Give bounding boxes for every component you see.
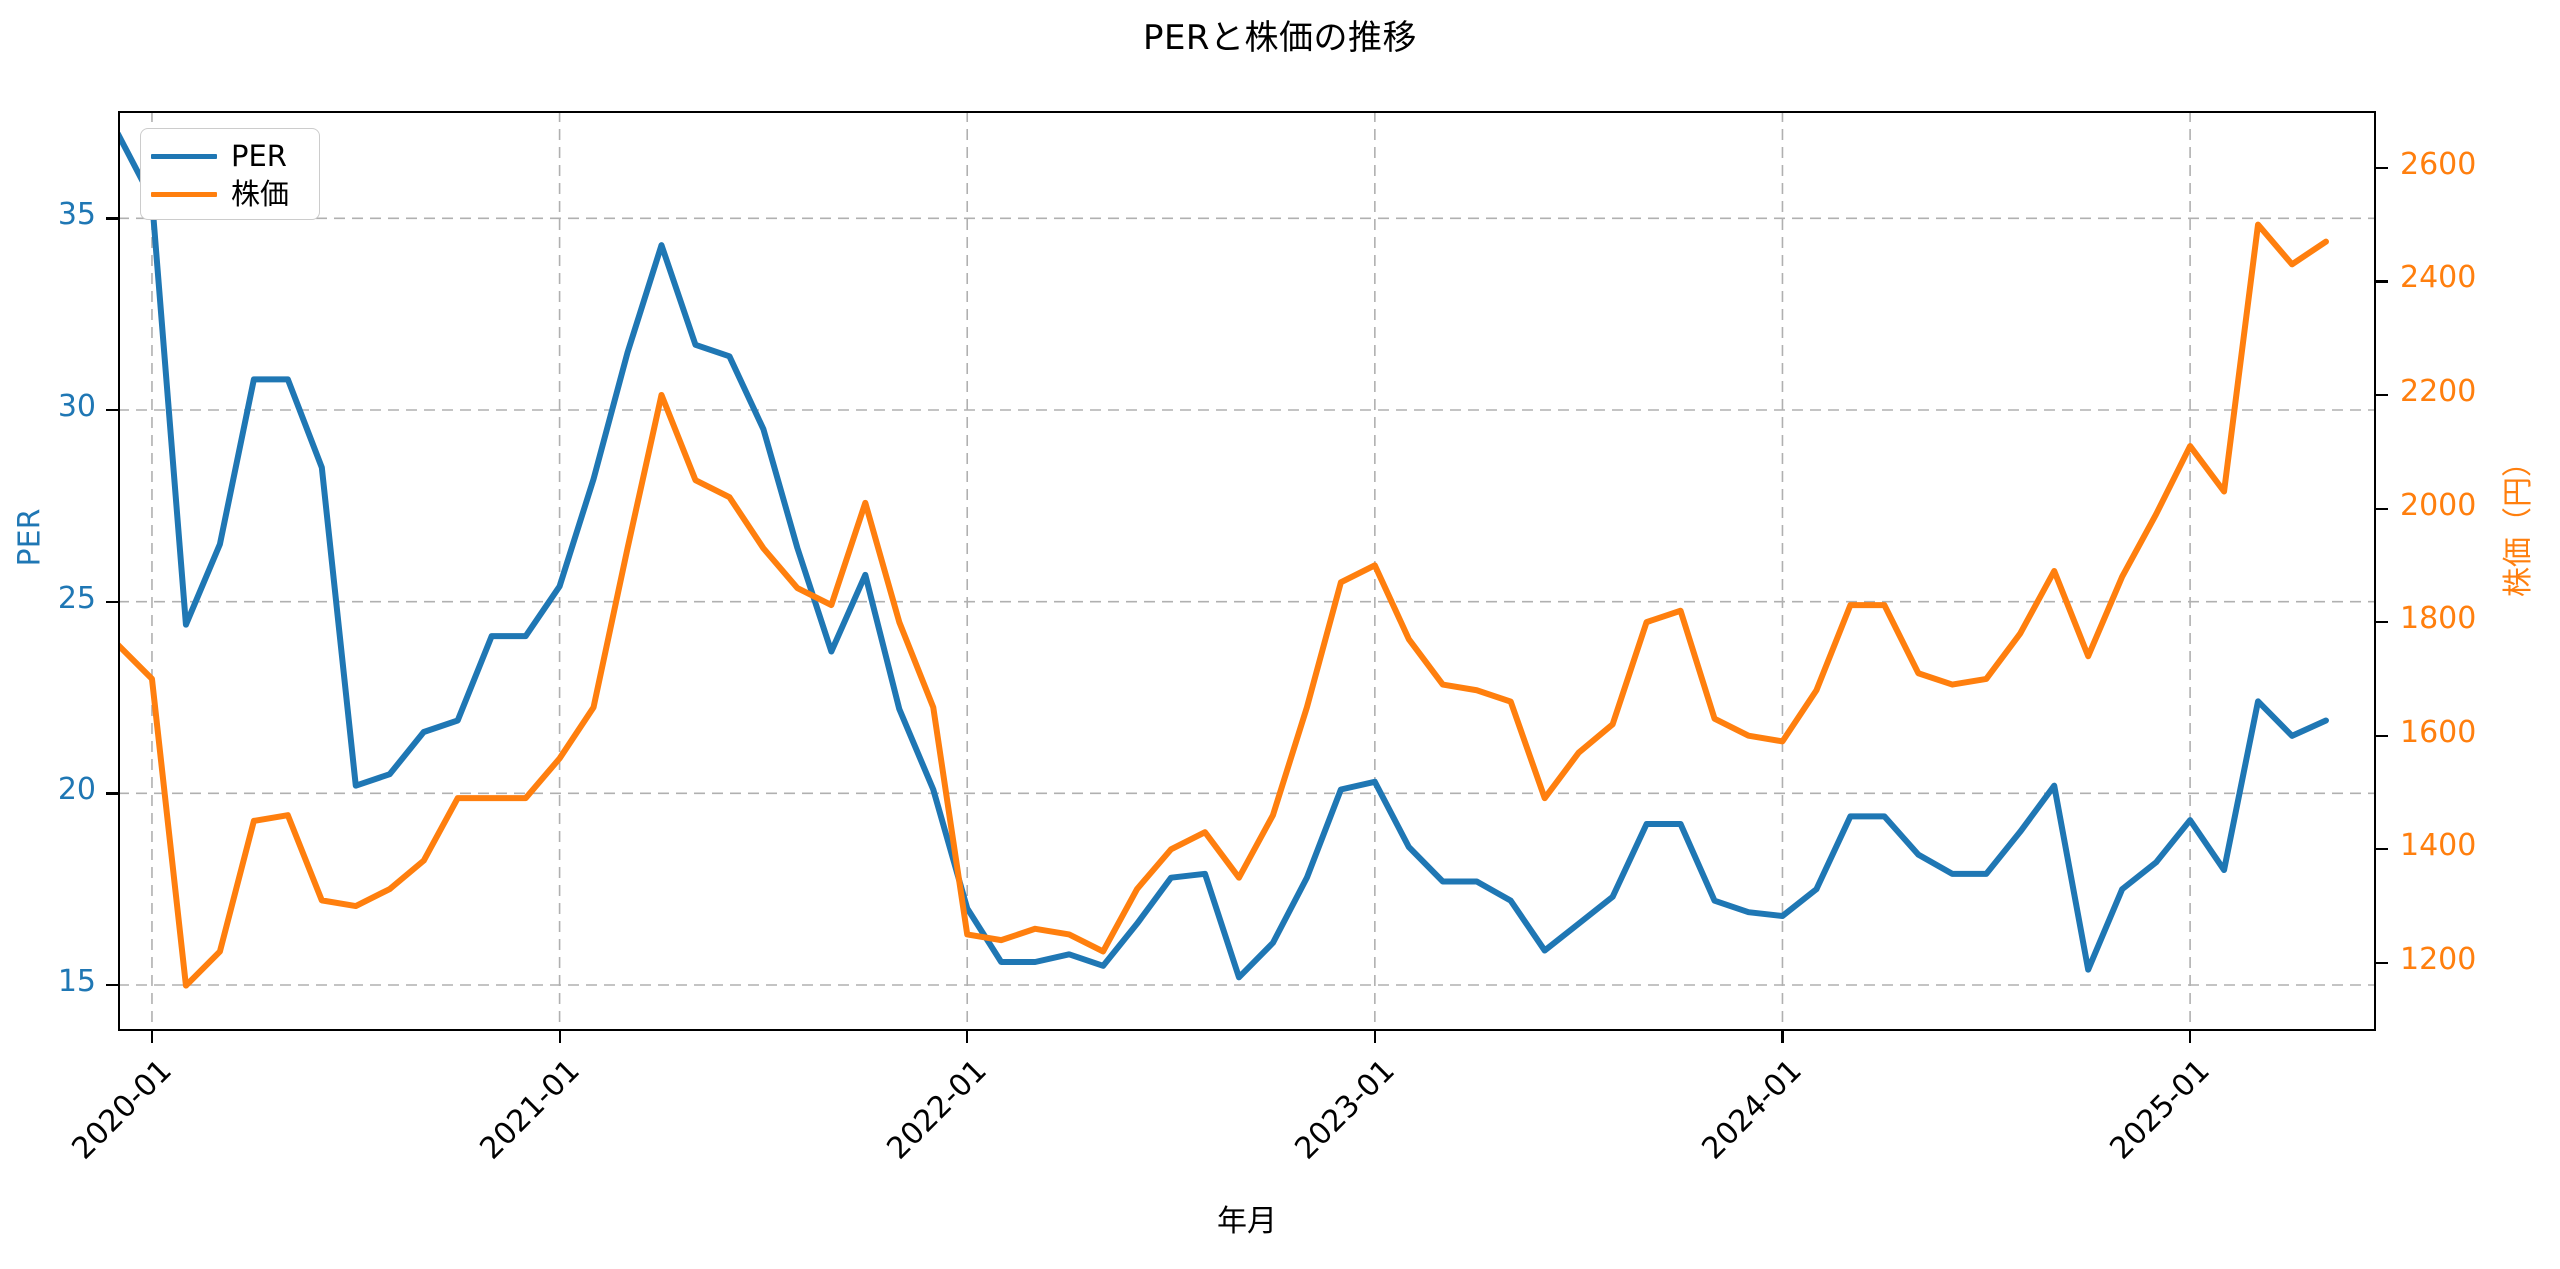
y-axis-right-tick-label: 2600 [2400,146,2477,182]
plot-area [118,111,2376,1031]
series-lines [118,131,2329,989]
y-axis-right-tick-mark [2376,166,2388,169]
x-axis-tick-mark [150,1031,154,1043]
y-axis-left-tick-label: 15 [57,964,96,999]
y-axis-right-tick-label: 2400 [2400,260,2477,296]
legend-item-per[interactable]: PER [151,137,309,175]
x-axis-tick-mark [966,1031,969,1043]
y-axis-right-tick-label: 1600 [2400,714,2477,750]
x-axis-tick-mark [558,1031,561,1043]
x-axis-tick-label: 2023-01 [1288,1053,1402,1167]
y-axis-right-tick-label: 1800 [2400,601,2477,637]
x-axis-tick-mark [1373,1031,1377,1043]
x-axis-tick-mark [2189,1031,2192,1043]
y-axis-right-tick-mark [2376,848,2388,851]
y-axis-left-label: PER [12,508,48,567]
y-axis-right-tick-mark [2376,961,2388,965]
series-line-PER [118,131,2329,981]
x-axis-tick-label: 2020-01 [65,1053,179,1167]
x-axis-tick-label: 2025-01 [2103,1053,2217,1167]
y-axis-left-tick-mark [106,217,118,220]
y-axis-left-tick-mark [106,984,118,987]
x-axis-tick-mark [1781,1031,1784,1043]
legend-label-per: PER [231,138,287,173]
legend-swatch-per [151,153,217,159]
y-axis-left-tick-label: 35 [57,197,96,233]
series-line-株価 [118,221,2329,989]
page-title: PERと株価の推移 [1142,18,1418,58]
y-axis-right-tick-label: 1200 [2400,941,2477,977]
y-axis-right-label: 株価（円） [2501,447,2536,597]
y-axis-right-tick-label: 2200 [2400,373,2477,409]
y-axis-left-tick-label: 25 [57,580,96,616]
y-axis-right-tick-label: 2000 [2400,487,2477,523]
x-axis-label: 年月 [1217,1204,1277,1239]
y-axis-left-tick-mark [106,792,118,795]
legend[interactable]: PER 株価 [140,128,320,220]
y-axis-right-tick-mark [2376,393,2388,397]
y-axis-right-tick-mark [2376,280,2388,283]
x-axis-tick-label: 2022-01 [880,1053,994,1167]
legend-label-kabuka: 株価 [231,176,290,211]
y-axis-left-tick-label: 20 [57,772,96,808]
y-axis-right-tick-mark [2376,507,2388,510]
y-axis-right-tick-mark [2376,621,2388,624]
x-axis-tick-label: 2024-01 [1695,1053,1810,1167]
y-axis-left-tick-mark [106,409,118,412]
y-axis-left-tick-label: 30 [57,389,96,424]
y-axis-right-tick-mark [2376,734,2388,737]
x-axis-tick-label: 2021-01 [472,1053,587,1167]
y-axis-left-tick-mark [106,600,118,603]
legend-item-kabuka[interactable]: 株価 [151,175,309,213]
y-axis-right-tick-label: 1400 [2400,828,2477,864]
plot-frame [118,111,2376,1031]
legend-swatch-kabuka [151,191,217,197]
